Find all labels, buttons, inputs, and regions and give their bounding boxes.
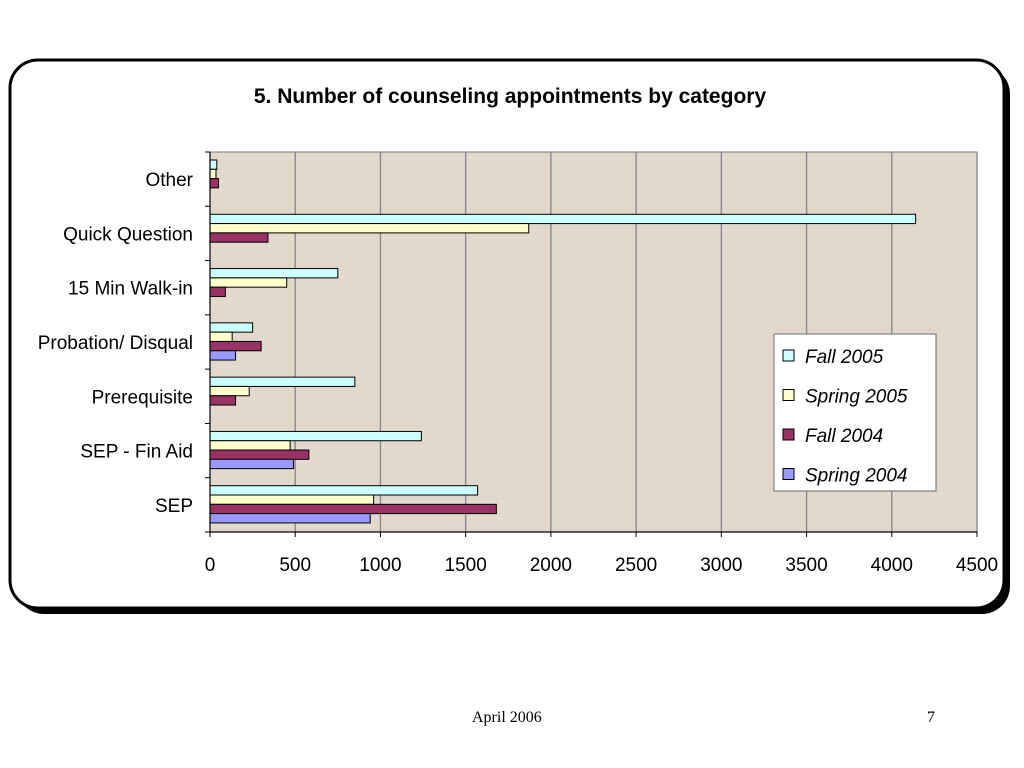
bar [209, 385, 250, 397]
bar [209, 178, 220, 189]
bar [209, 376, 356, 387]
category-labels: Other Quick Question 15 Min Walk-in Probati… [38, 170, 194, 517]
legend-swatch [782, 468, 795, 480]
bar [209, 350, 237, 361]
legend-label: Spring 2004 [805, 466, 907, 487]
bar [209, 232, 269, 243]
x-tick-label: 0 [205, 555, 216, 576]
legend-box [773, 333, 937, 492]
category-label: Quick Question [63, 224, 193, 245]
legend-label: Fall 2005 [805, 347, 884, 368]
x-tick-label: 1000 [359, 555, 401, 576]
bar [209, 430, 422, 442]
legend-label: Spring 2005 [805, 387, 908, 408]
category-label: Prerequisite [92, 387, 193, 408]
footer-date: April 2006 [472, 709, 542, 726]
axes [205, 151, 978, 537]
x-tick-label: 500 [279, 555, 311, 576]
footer-page-number: 7 [927, 709, 935, 726]
legend-swatch [782, 349, 795, 362]
bar [209, 494, 375, 505]
bar [209, 277, 288, 288]
x-tick-label: 3000 [700, 555, 742, 576]
bar [209, 458, 295, 470]
bar [209, 449, 310, 460]
category-label: Other [145, 170, 193, 191]
x-tick-labels: 0 500 1000 1500 2000 2500 3000 3500 4000 4500 [205, 555, 998, 576]
bar [209, 223, 530, 234]
bar [209, 168, 217, 180]
bar [209, 331, 233, 342]
bar [209, 485, 479, 496]
legend-swatch [782, 389, 795, 401]
category-label: 15 Min Walk-in [68, 279, 193, 300]
chart-title: 5. Number of counseling appointments by … [254, 85, 767, 108]
category-label: SEP [155, 496, 193, 517]
x-tick-label: 3500 [785, 555, 827, 576]
category-label: Probation/ Disqual [38, 333, 193, 354]
x-tick-label: 1500 [445, 555, 487, 576]
bar [209, 268, 339, 279]
legend: Fall 2005 Spring 2005 Fall 2004 Spring 2004 [773, 333, 937, 492]
x-tick-label: 2000 [530, 555, 572, 576]
bar [209, 503, 497, 515]
category-label: SEP - Fin Aid [80, 442, 193, 463]
bar [209, 322, 254, 333]
x-tick-label: 4500 [956, 555, 998, 576]
bar [209, 513, 371, 524]
x-tick-label: 2500 [615, 555, 657, 576]
bars [209, 159, 917, 524]
bar [209, 395, 237, 406]
legend-label: Fall 2004 [805, 426, 883, 447]
bar [209, 286, 226, 297]
bar [209, 440, 291, 451]
bar [209, 340, 262, 352]
bar [209, 213, 917, 225]
bar [209, 159, 218, 170]
legend-swatch [782, 428, 795, 441]
x-tick-label: 4000 [871, 555, 913, 576]
